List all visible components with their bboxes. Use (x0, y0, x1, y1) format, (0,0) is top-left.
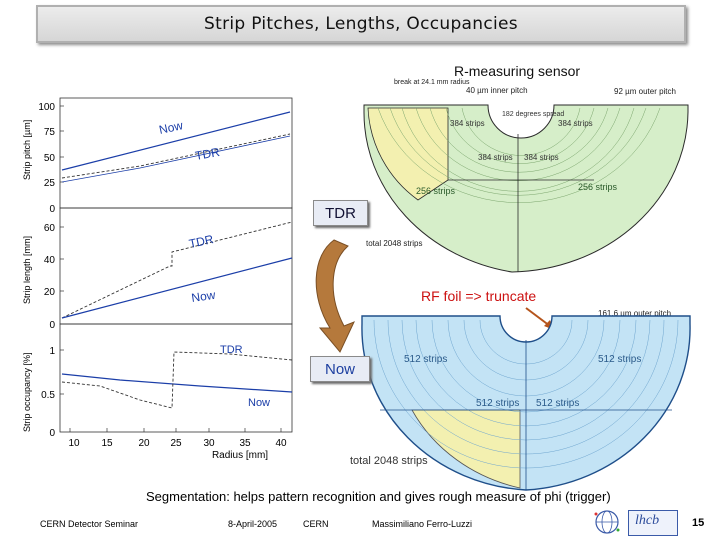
slide-title: Strip Pitches, Lengths, Occupancies (36, 5, 686, 43)
occupancy-tdr-label: TDR (220, 344, 243, 356)
rf-foil-note: RF foil => truncate (421, 288, 537, 304)
r-strips-384-b: 384 strips (558, 119, 593, 128)
x-tick-35: 35 (239, 438, 251, 449)
length-tick-20: 20 (44, 287, 56, 298)
lower-strips-512-b: 512 strips (598, 354, 641, 365)
lower-total-strips: total 2048 strips (350, 455, 428, 467)
r-strips-256-a: 256 strips (416, 186, 456, 196)
footer-left: CERN Detector Seminar (40, 519, 139, 529)
occupancy-panel-frame (59, 323, 293, 433)
r-strips-384-a: 384 strips (450, 119, 485, 128)
occupancy-tick-0: 0 (49, 428, 55, 439)
pitch-tdr-curve (61, 133, 291, 179)
length-tdr-curve (61, 221, 293, 319)
r-total-strips: total 2048 strips (366, 239, 422, 248)
pitch-tdr-label: TDR (194, 145, 221, 163)
transition-arrow (315, 239, 355, 353)
footer-date: 8-April-2005 (228, 519, 278, 529)
pitch-tick-0: 0 (49, 204, 55, 215)
length-tick-60: 60 (44, 223, 56, 234)
break-note: break at 24.1 mm radius (394, 79, 470, 86)
lower-strips-512-a: 512 strips (404, 354, 447, 365)
r-spread-note: 182 degrees spread (502, 111, 564, 118)
x-tick-15: 15 (101, 438, 113, 449)
inner-pitch-note: 40 µm inner pitch (466, 86, 528, 95)
length-now-label: Now (190, 288, 216, 305)
length-tdr-label: TDR (188, 232, 215, 251)
slide-caption: Segmentation: helps pattern recognition … (146, 489, 611, 504)
lhcb-logo-text: lhcb (635, 513, 660, 528)
lower-sensor-highlight (411, 409, 521, 489)
r-sensor-highlight (367, 107, 449, 201)
occupancy-now-curve (61, 373, 293, 393)
lower-strips-512-d: 512 strips (536, 398, 579, 409)
x-tick-40: 40 (275, 438, 287, 449)
footer-author: Massimiliano Ferro-Luzzi (372, 519, 473, 529)
length-now-curve (61, 257, 293, 319)
pitch-axis-label: Strip pitch [µm] (22, 120, 32, 180)
pitch-now-curve (61, 111, 291, 171)
occupancy-tdr-curve (61, 351, 293, 409)
length-tick-0: 0 (49, 320, 55, 331)
outer-pitch-note: 92 µm outer pitch (614, 87, 676, 96)
x-axis-label: Radius [mm] (212, 450, 268, 461)
tdr-label-box: TDR (313, 200, 368, 226)
x-tick-10: 10 (68, 438, 80, 449)
pitch-now-label: Now (158, 118, 185, 137)
lower-strips-512-c: 512 strips (476, 398, 519, 409)
pitch-tick-25: 25 (44, 178, 56, 189)
pitch-tick-100: 100 (38, 102, 55, 113)
now-label-box: Now (310, 356, 370, 382)
footer-org: CERN (303, 519, 329, 529)
r-strips-384-d: 384 strips (524, 153, 559, 162)
x-tick-30: 30 (203, 438, 215, 449)
pitch-tdr-curve-lower (61, 135, 291, 183)
x-tick-25: 25 (170, 438, 182, 449)
length-panel-frame (59, 207, 293, 325)
r-strips-384-c: 384 strips (478, 153, 513, 162)
lower-sensor-diagram: 161.6 µm outer pitch 512 strips 512 stri… (350, 309, 691, 491)
pitch-tick-75: 75 (44, 127, 56, 138)
occupancy-axis-label: Strip occupancy [%] (22, 352, 32, 432)
r-sensor-title: R-measuring sensor (454, 63, 580, 79)
length-tick-40: 40 (44, 255, 56, 266)
x-tick-20: 20 (138, 438, 150, 449)
transition-arrow-shape (315, 239, 355, 353)
globe-logo (594, 510, 620, 534)
lhcb-logo: lhcb (628, 510, 678, 536)
lower-outer-pitch-note: 161.6 µm outer pitch (598, 309, 671, 318)
pitch-tick-50: 50 (44, 153, 56, 164)
occupancy-tick-1: 1 (49, 346, 55, 357)
page-number: 15 (692, 517, 705, 529)
length-axis-label: Strip length [mm] (22, 236, 32, 304)
pitch-length-occupancy-plots: 100 75 50 25 0 60 40 20 0 1 0.5 0 10 15 … (22, 97, 293, 461)
r-strips-256-b: 256 strips (578, 182, 618, 192)
pitch-panel-frame (59, 97, 293, 209)
r-sensor-diagram: R-measuring sensor break at 24.1 mm radi… (363, 63, 689, 273)
occupancy-now-label: Now (248, 397, 270, 409)
occupancy-tick-05: 0.5 (41, 390, 55, 401)
